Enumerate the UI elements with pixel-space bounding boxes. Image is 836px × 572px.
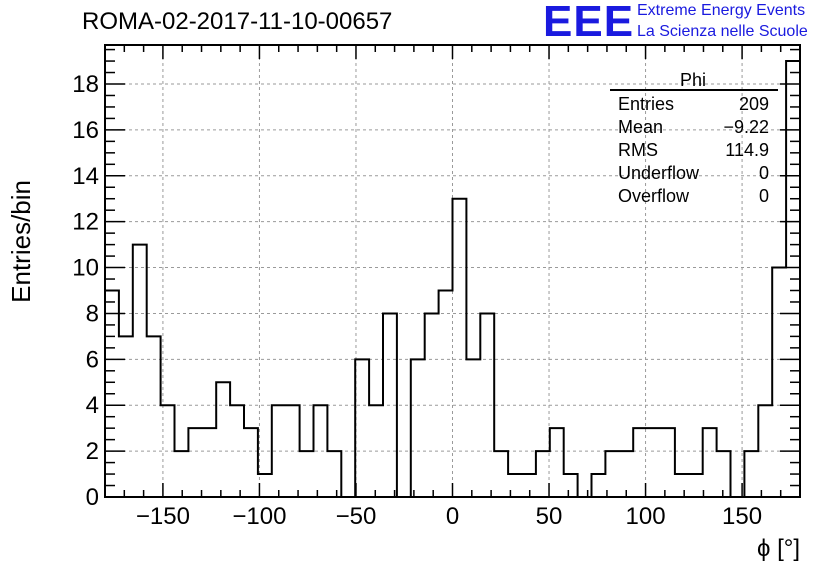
- chart-title: ROMA-02-2017-11-10-00657: [82, 8, 393, 35]
- x-tick-label: 100: [626, 503, 666, 530]
- axis-ticks: [104, 45, 801, 498]
- stats-box: Phi Entries 209 Mean −9.22 RMS 114.9 Underflow…: [610, 70, 778, 206]
- y-tick-label: 14: [72, 163, 99, 190]
- stats-row-label: Underflow: [618, 163, 700, 183]
- stats-row-value: −9.22: [723, 117, 769, 137]
- x-tick-label: −100: [232, 503, 286, 530]
- y-tick-label: 0: [86, 484, 99, 511]
- x-tick-label: 50: [536, 503, 563, 530]
- y-tick-label: 10: [72, 255, 99, 282]
- stats-row-value: 209: [739, 94, 769, 114]
- y-tick-label: 12: [72, 209, 99, 236]
- y-tick-label: 2: [86, 438, 99, 465]
- stats-row-label: Mean: [618, 117, 663, 137]
- y-tick-label: 6: [86, 346, 99, 373]
- stats-row-value: 0: [759, 163, 769, 183]
- y-tick-label: 8: [86, 300, 99, 327]
- eee-logo: EEE: [543, 0, 635, 46]
- grid-lines: [105, 45, 800, 497]
- y-tick-labels: 0 2 4 6 8 10 12 14 16 18: [72, 71, 99, 511]
- logo-tagline-2: La Scienza nelle Scuole: [637, 23, 808, 40]
- x-tick-label: 0: [446, 503, 459, 530]
- histogram-line: [104, 60, 801, 498]
- y-axis-label: Entries/bin: [6, 180, 36, 303]
- stats-row-value: 0: [759, 186, 769, 206]
- y-tick-label: 4: [86, 392, 99, 419]
- x-tick-label: 150: [722, 503, 762, 530]
- y-tick-label: 16: [72, 117, 99, 144]
- x-axis-label: ϕ [°]: [757, 535, 800, 562]
- stats-row-label: RMS: [618, 140, 658, 160]
- stats-box-title: Phi: [680, 70, 706, 90]
- y-tick-label: 18: [72, 71, 99, 98]
- x-tick-label: −50: [336, 503, 377, 530]
- x-tick-labels: −150 −100 −50 0 50 100 150: [136, 503, 762, 530]
- x-tick-label: −150: [136, 503, 190, 530]
- stats-row-label: Overflow: [618, 186, 690, 206]
- stats-row-label: Entries: [618, 94, 674, 114]
- stats-row-value: 114.9: [725, 140, 769, 160]
- logo-tagline-1: Extreme Energy Events: [637, 2, 806, 19]
